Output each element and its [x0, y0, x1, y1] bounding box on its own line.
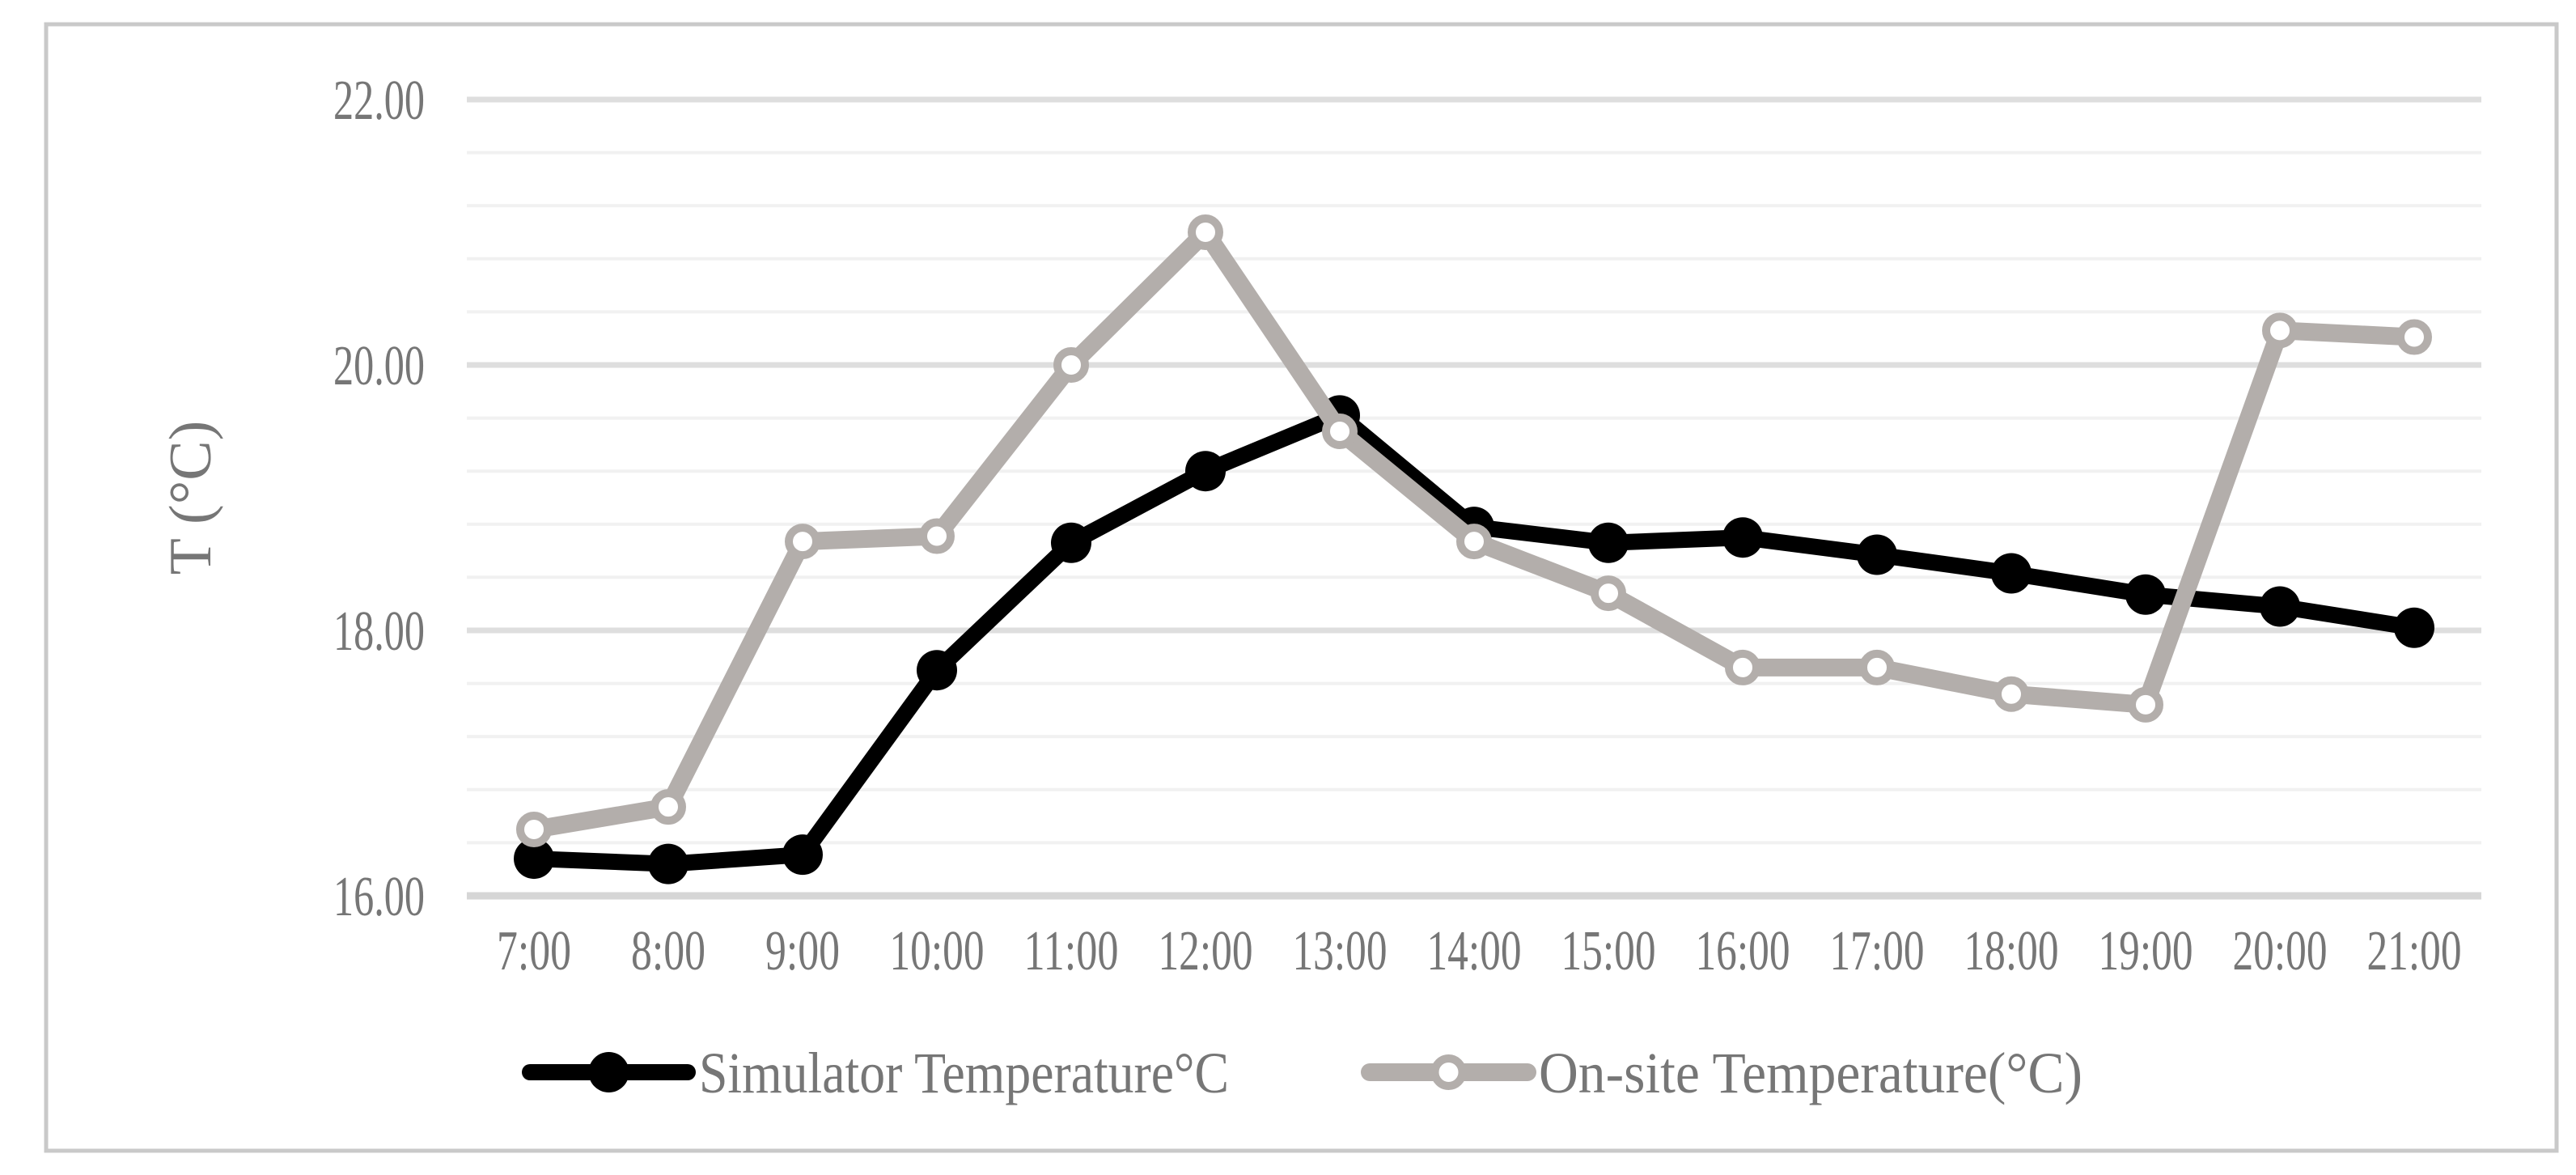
- data-point-onsite-7:00: [516, 812, 552, 847]
- x-tick-label: 11:00: [1024, 920, 1119, 982]
- data-point-simulator-21:00: [2394, 607, 2434, 648]
- x-tick-label: 10:00: [890, 920, 985, 982]
- data-point-simulator-7:00: [514, 838, 554, 880]
- y-axis-title: T (°C): [158, 421, 224, 575]
- x-tick-label: 19:00: [2099, 920, 2193, 982]
- data-point-onsite-12:00: [1188, 214, 1223, 250]
- data-point-simulator-19:00: [2125, 574, 2166, 615]
- legend-item-simulator: Simulator Temperature°C: [522, 1041, 1229, 1105]
- x-tick-label: 14:00: [1427, 920, 1522, 982]
- data-point-onsite-14:00: [1456, 524, 1492, 560]
- x-tick-label: 7:00: [497, 920, 571, 982]
- data-point-onsite-9:00: [785, 524, 820, 560]
- x-tick-label: 21:00: [2367, 920, 2462, 982]
- legend-marker-filled-circle: [588, 1052, 629, 1092]
- data-point-simulator-17:00: [1857, 534, 1897, 575]
- data-point-onsite-18:00: [1993, 676, 2029, 712]
- y-tick-label: 18.00: [333, 600, 425, 663]
- legend-label: On-site Temperature(°C): [1539, 1041, 2082, 1105]
- legend-item-onsite: On-site Temperature(°C): [1361, 1041, 2082, 1105]
- data-point-simulator-8:00: [648, 843, 688, 884]
- data-point-simulator-20:00: [2260, 586, 2300, 627]
- data-point-simulator-9:00: [782, 834, 823, 876]
- data-point-simulator-11:00: [1051, 522, 1091, 563]
- data-point-onsite-20:00: [2262, 312, 2298, 349]
- data-point-onsite-11:00: [1053, 347, 1089, 383]
- y-tick-label: 16.00: [333, 866, 425, 928]
- data-point-onsite-17:00: [1859, 649, 1895, 685]
- data-point-onsite-10:00: [919, 518, 955, 554]
- y-tick-label: 20.00: [333, 335, 425, 397]
- data-point-onsite-13:00: [1322, 414, 1358, 449]
- x-tick-label: 18:00: [1964, 920, 2059, 982]
- data-point-simulator-16:00: [1722, 517, 1763, 558]
- chart-frame-border: [44, 22, 2559, 1153]
- y-tick-label: 22.00: [333, 70, 425, 132]
- x-tick-label: 16:00: [1696, 920, 1790, 982]
- x-tick-label: 12:00: [1159, 920, 1253, 982]
- x-tick-label: 13:00: [1293, 920, 1388, 982]
- data-point-onsite-8:00: [650, 789, 686, 825]
- data-point-onsite-19:00: [2128, 686, 2163, 723]
- data-point-simulator-12:00: [1185, 451, 1226, 492]
- data-point-simulator-15:00: [1588, 522, 1629, 563]
- data-point-onsite-15:00: [1591, 575, 1626, 612]
- legend-label: Simulator Temperature°C: [699, 1041, 1229, 1105]
- x-tick-label: 9:00: [765, 920, 840, 982]
- data-point-onsite-21:00: [2396, 319, 2432, 355]
- data-point-simulator-18:00: [1991, 553, 2032, 594]
- x-tick-label: 17:00: [1830, 920, 1925, 982]
- legend-marker-open-circle: [1430, 1054, 1467, 1090]
- x-tick-label: 20:00: [2233, 920, 2328, 982]
- data-point-simulator-10:00: [917, 650, 957, 691]
- x-tick-label: 8:00: [631, 920, 705, 982]
- data-point-onsite-16:00: [1725, 649, 1760, 685]
- x-tick-label: 15:00: [1561, 920, 1656, 982]
